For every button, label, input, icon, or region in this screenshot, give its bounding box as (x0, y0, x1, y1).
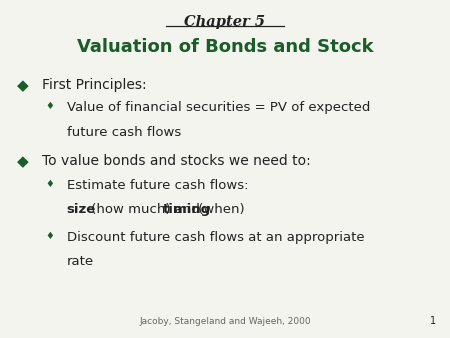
Text: ♦: ♦ (45, 231, 54, 241)
Text: (when): (when) (194, 203, 244, 216)
Text: Jacoby, Stangeland and Wajeeh, 2000: Jacoby, Stangeland and Wajeeh, 2000 (139, 317, 311, 326)
Text: (how much) and: (how much) and (87, 203, 204, 216)
Text: ◆: ◆ (17, 154, 29, 169)
Text: size: size (67, 203, 96, 216)
Text: future cash flows: future cash flows (67, 126, 181, 139)
Text: Chapter 5: Chapter 5 (184, 15, 266, 29)
Text: ♦: ♦ (45, 101, 54, 112)
Text: timing: timing (163, 203, 211, 216)
Text: Value of financial securities = PV of expected: Value of financial securities = PV of ex… (67, 101, 370, 114)
Text: To value bonds and stocks we need to:: To value bonds and stocks we need to: (42, 154, 310, 168)
Text: Valuation of Bonds and Stock: Valuation of Bonds and Stock (76, 38, 373, 56)
Text: rate: rate (67, 255, 94, 268)
Text: 1: 1 (430, 316, 436, 326)
Text: ◆: ◆ (17, 78, 29, 93)
Text: ♦: ♦ (45, 179, 54, 189)
Text: First Principles:: First Principles: (42, 78, 147, 92)
Text: Discount future cash flows at an appropriate: Discount future cash flows at an appropr… (67, 231, 364, 243)
Text: Estimate future cash flows:: Estimate future cash flows: (67, 179, 248, 192)
